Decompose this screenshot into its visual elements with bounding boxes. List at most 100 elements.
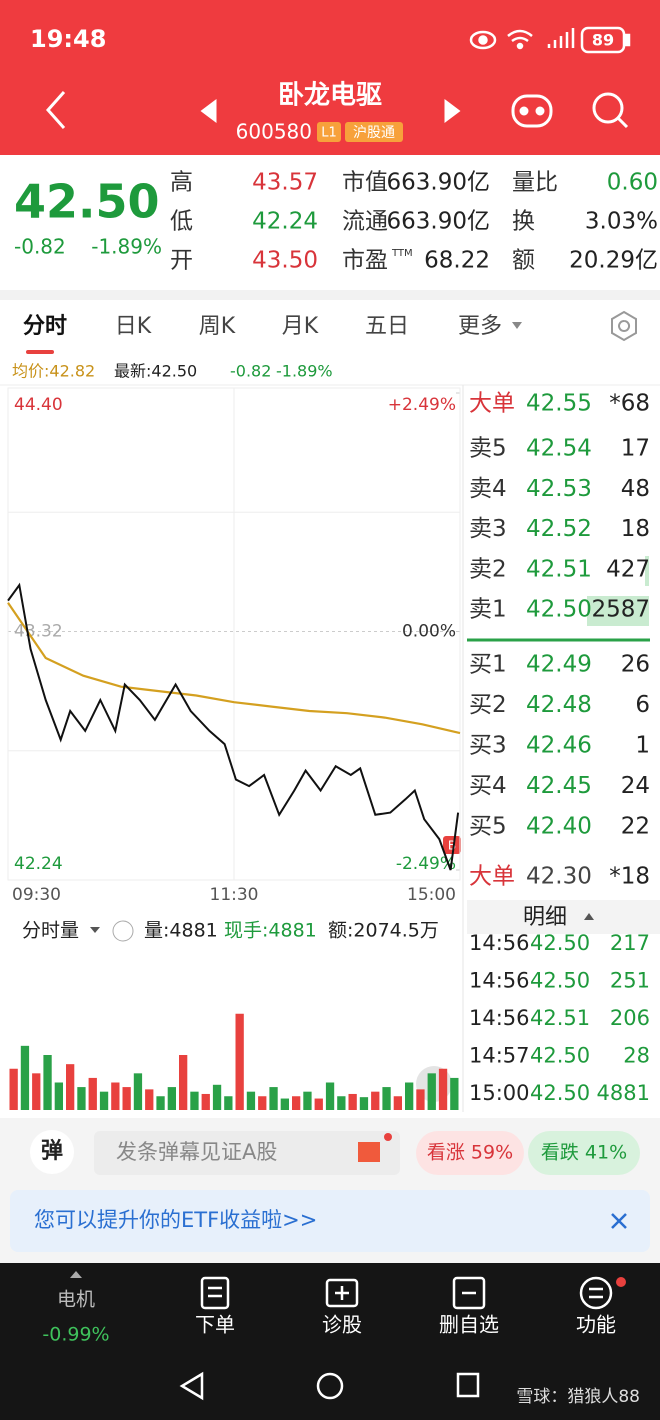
volume-bar <box>54 1082 63 1110</box>
nav-icons <box>70 1271 613 1401</box>
gift-icon[interactable] <box>358 1142 380 1162</box>
search-icon[interactable] <box>592 92 624 124</box>
volume-bar <box>427 1073 436 1110</box>
book-volume: *68 <box>609 391 650 417</box>
trade-time: 14:56 <box>469 931 530 955</box>
book-price: 42.40 <box>526 814 592 840</box>
book-price: 42.45 <box>526 773 592 799</box>
trade-time: 14:57 <box>469 1044 530 1068</box>
stat-value: 663.90亿 <box>387 170 490 196</box>
comment-placeholder: 发条弹幕见证A股 <box>116 1140 277 1164</box>
trade-price: 42.50 <box>530 931 590 955</box>
volume-bar <box>269 1087 278 1110</box>
robot-icon[interactable] <box>511 94 553 128</box>
stat-value: 663.90亿 <box>387 209 490 235</box>
comment-input[interactable] <box>94 1131 400 1175</box>
danmu-icon-bg[interactable] <box>30 1130 74 1174</box>
book-volume: 48 <box>621 476 650 502</box>
danmu-icon: 弹 <box>41 1139 63 1164</box>
detail-header[interactable] <box>467 900 660 934</box>
nav-sector: 电机 <box>57 1289 95 1311</box>
banner-close[interactable] <box>611 1213 627 1229</box>
price-change-pct: -1.89% <box>91 235 162 259</box>
help-icon <box>112 920 134 942</box>
level-badge <box>317 122 341 142</box>
stat-label: 开 <box>170 248 193 274</box>
bear-text: 看跌 41% <box>541 1142 627 1164</box>
stat-label: 高 <box>170 170 193 196</box>
nav-sector-change: -0.99% <box>42 1324 109 1346</box>
stat-label: 低 <box>170 209 193 235</box>
last-price: 42.50 <box>14 175 160 229</box>
stock-code: 600580 <box>236 120 312 144</box>
bull-button[interactable] <box>416 1131 524 1175</box>
trade-volume: 217 <box>610 931 650 955</box>
x-tick-label: 11:30 <box>210 885 259 905</box>
y2-tick-label: +2.49% <box>388 395 456 415</box>
y2-tick-label: -2.49% <box>396 854 456 874</box>
book-label: 大单 <box>469 391 515 417</box>
stat-value: 20.29亿 <box>569 248 658 274</box>
book-price: 42.51 <box>526 556 592 582</box>
volume-bar <box>133 1073 143 1110</box>
chart-tab[interactable]: 日K <box>115 314 152 339</box>
prev-stock[interactable] <box>200 99 217 123</box>
book-price: 42.48 <box>526 692 592 718</box>
chart-tab[interactable]: 更多 <box>458 314 502 339</box>
book-label: 卖3 <box>469 516 507 542</box>
chart-tab[interactable]: 月K <box>282 314 319 339</box>
chart-tab[interactable]: 五日 <box>365 314 409 339</box>
banner-text: 您可以提升你的ETF收益啦>> <box>34 1208 317 1232</box>
nav-item[interactable]: 下单 <box>195 1313 235 1337</box>
volume-bar <box>405 1082 414 1110</box>
x-tick-label: 15:00 <box>407 885 456 905</box>
bear-button[interactable] <box>528 1131 640 1175</box>
book-label: 买2 <box>469 692 507 718</box>
book-volume: 18 <box>621 516 650 542</box>
book-price: 42.46 <box>526 733 592 759</box>
nav-bg <box>0 1263 660 1420</box>
volume-bar <box>450 1077 459 1110</box>
stat-label: 额 <box>512 248 535 274</box>
price-change: -0.82 <box>14 235 66 259</box>
bull-text: 看涨 59% <box>427 1142 513 1164</box>
volume-title: 分时量 <box>22 920 79 942</box>
avg-price: 均价:42.82 <box>12 362 95 381</box>
next-stock[interactable] <box>444 99 461 123</box>
chart-tab[interactable]: 周K <box>199 314 236 339</box>
trade-time: 15:00 <box>469 1081 530 1105</box>
volume-bar <box>99 1091 109 1110</box>
price-line <box>7 582 460 871</box>
book-label: 买3 <box>469 733 507 759</box>
nav-item[interactable]: 功能 <box>576 1313 616 1337</box>
book-label: 买1 <box>469 652 507 678</box>
volume-bar <box>382 1087 391 1110</box>
book-label: 卖5 <box>469 436 507 462</box>
volume-stat: 现手:4881 <box>224 920 317 942</box>
banner[interactable] <box>10 1190 650 1252</box>
x-tick-label: 09:30 <box>12 885 61 905</box>
stat-value: 3.03% <box>585 209 658 235</box>
volume-bar <box>66 1064 75 1110</box>
book-volume: 22 <box>621 814 650 840</box>
volume-bar <box>9 1068 18 1110</box>
more-caret <box>512 322 522 329</box>
nav-item[interactable]: 删自选 <box>439 1313 499 1337</box>
volume-bar <box>314 1098 323 1110</box>
back-button[interactable] <box>45 91 66 129</box>
tab-underline <box>26 350 54 354</box>
status-time: 19:48 <box>30 25 106 53</box>
book-price: 42.30 <box>526 864 592 890</box>
volume-bar <box>167 1087 176 1110</box>
nav-item[interactable]: 诊股 <box>322 1313 362 1337</box>
volume-bar <box>235 1013 244 1110</box>
settings-icon[interactable] <box>611 310 637 342</box>
chart-tab[interactable]: 分时 <box>23 314 67 339</box>
trade-volume: 251 <box>610 969 650 993</box>
stat-value: 43.57 <box>252 170 318 196</box>
book-volume: 1 <box>635 733 650 759</box>
volume-bar <box>201 1093 210 1110</box>
y-tick-label: 44.40 <box>14 395 63 415</box>
